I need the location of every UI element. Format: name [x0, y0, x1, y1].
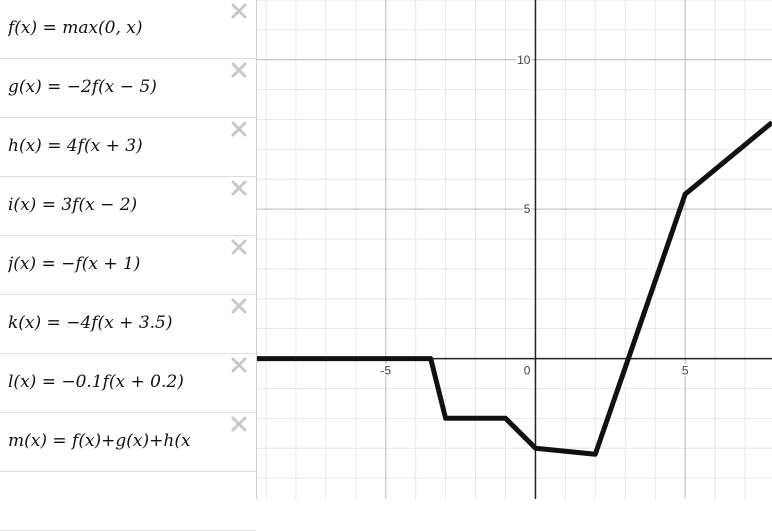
curve-layer: [257, 120, 772, 457]
minor-grid: [257, 0, 772, 499]
close-icon[interactable]: [230, 238, 248, 256]
close-icon[interactable]: [230, 297, 248, 315]
y-tick-label: 10: [517, 53, 531, 67]
origin-tick-label: 0: [524, 364, 531, 378]
expression-text[interactable]: j(x) = −f(x + 1): [8, 254, 141, 274]
close-icon[interactable]: [230, 356, 248, 374]
expression-row-l[interactable]: l(x) = −0.1f(x + 0.2): [0, 354, 256, 413]
close-icon[interactable]: [230, 415, 248, 433]
x-tick-label: -5: [380, 364, 391, 378]
x-tick-label: 5: [682, 364, 689, 378]
y-tick-label: 5: [524, 202, 531, 216]
graph-canvas[interactable]: -5 0 5 5 10: [257, 0, 772, 499]
expression-row-i[interactable]: i(x) = 3f(x − 2): [0, 177, 256, 236]
expression-list: f(x) = max(0, x) g(x) = −2f(x − 5) h(x) …: [0, 0, 257, 531]
empty-expression-row[interactable]: [0, 472, 256, 531]
tick-labels: -5 0 5 5 10: [379, 51, 690, 379]
expression-text[interactable]: k(x) = −4f(x + 3.5): [8, 313, 173, 333]
close-icon[interactable]: [230, 61, 248, 79]
function-curve: [257, 120, 772, 457]
expression-row-f[interactable]: f(x) = max(0, x): [0, 0, 256, 59]
close-icon[interactable]: [230, 2, 248, 20]
expression-row-j[interactable]: j(x) = −f(x + 1): [0, 236, 256, 295]
expression-text[interactable]: g(x) = −2f(x − 5): [8, 77, 157, 97]
expression-row-g[interactable]: g(x) = −2f(x − 5): [0, 59, 256, 118]
expression-text[interactable]: f(x) = max(0, x): [8, 18, 143, 38]
close-icon[interactable]: [230, 120, 248, 138]
expression-text[interactable]: m(x) = f(x)+g(x)+h(x: [8, 431, 191, 451]
expression-row-m[interactable]: m(x) = f(x)+g(x)+h(x: [0, 413, 256, 472]
expression-text[interactable]: h(x) = 4f(x + 3): [8, 136, 143, 156]
major-grid: [257, 0, 772, 499]
expression-text[interactable]: l(x) = −0.1f(x + 0.2): [8, 372, 184, 392]
close-icon[interactable]: [230, 179, 248, 197]
expression-text[interactable]: i(x) = 3f(x − 2): [8, 195, 138, 215]
expression-row-h[interactable]: h(x) = 4f(x + 3): [0, 118, 256, 177]
expression-row-k[interactable]: k(x) = −4f(x + 3.5): [0, 295, 256, 354]
